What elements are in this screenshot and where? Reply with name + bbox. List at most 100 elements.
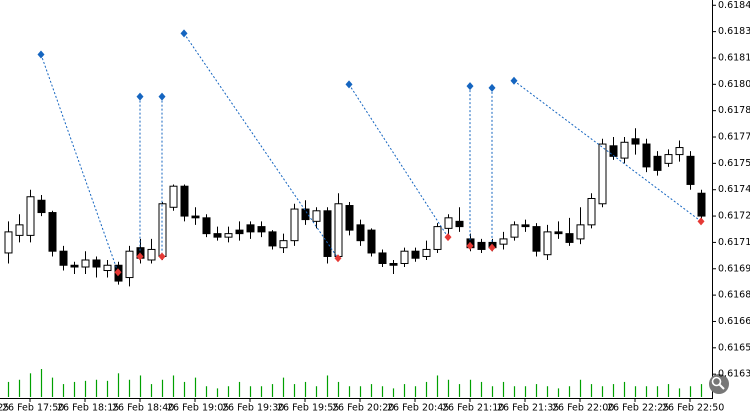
candle-body	[59, 250, 68, 266]
x-tick-label: 26 Feb 18:15	[57, 403, 119, 413]
x-tick-label: 26 Feb 18:40	[112, 403, 174, 413]
plot-area	[4, 29, 706, 397]
candle-body	[235, 229, 244, 235]
candle-body	[675, 147, 684, 156]
candle-body	[532, 226, 541, 252]
x-tick-label: 26 Feb 22:50	[662, 403, 724, 413]
candle-body	[444, 217, 453, 229]
y-tick-label: 0.61785	[718, 105, 750, 116]
y-tick-label: 0.61695	[718, 263, 750, 274]
candle-body	[257, 226, 266, 233]
trade-open	[158, 92, 166, 101]
candle-body	[301, 208, 310, 221]
candle-body	[378, 252, 387, 264]
candle-body	[631, 138, 640, 145]
trade-close	[444, 233, 452, 242]
candle-body	[180, 185, 189, 217]
candle-body	[499, 238, 508, 245]
candle-body	[576, 224, 585, 240]
y-tick-label: 0.61665	[718, 316, 750, 327]
y-tick-label: 0.61755	[718, 158, 750, 169]
trade-close	[158, 252, 166, 261]
trade-close	[334, 254, 342, 263]
trade-open	[136, 92, 144, 101]
candle-body	[664, 154, 673, 164]
candle-body	[15, 224, 24, 236]
candle-body	[268, 231, 277, 247]
candle-body	[26, 196, 35, 236]
trade-line	[40, 54, 119, 273]
x-tick-label: 26 Feb 17:50	[2, 403, 64, 413]
candle-body	[103, 264, 112, 272]
trade-open	[510, 76, 518, 85]
candle-body	[48, 212, 57, 252]
candle-body	[70, 264, 79, 268]
trade-open	[488, 83, 496, 92]
trade-open	[37, 50, 45, 59]
candle-body	[81, 259, 90, 268]
trade-close	[466, 241, 474, 250]
candle-body	[191, 215, 200, 219]
candle-body	[433, 226, 442, 250]
x-tick-label: 26 Feb 22:25	[607, 403, 669, 413]
trade-close	[488, 243, 496, 252]
candle-body	[686, 155, 695, 185]
y-tick-label: 0.61635	[718, 369, 750, 380]
candle-body	[389, 262, 398, 266]
x-tick-label: 26 Feb 21:10	[442, 403, 504, 413]
candle-body	[4, 231, 13, 254]
candle-body	[642, 143, 651, 168]
x-tick-label: 26 Feb 19:05	[167, 403, 229, 413]
candle-body	[598, 143, 607, 205]
candle-body	[246, 224, 255, 233]
x-tick-label: 26 Feb 22:00	[552, 403, 614, 413]
trade-close	[697, 217, 705, 226]
candle-body	[697, 192, 706, 217]
x-tick-label: 26 Feb 20:20	[332, 403, 394, 413]
candle-body	[609, 145, 618, 157]
candle-body	[356, 224, 365, 242]
candle-body	[554, 231, 563, 235]
zoom-icon[interactable]	[709, 374, 729, 394]
candle-body	[224, 233, 233, 238]
candle-body	[422, 248, 431, 257]
candle-body	[367, 229, 376, 254]
candle-body	[411, 250, 420, 259]
x-tick-label: 26 Feb 19:30	[222, 403, 284, 413]
candle-body	[455, 220, 464, 228]
candle-body	[510, 224, 519, 238]
x-tick-label: 26 Feb 20:45	[387, 403, 449, 413]
trade-open	[180, 29, 188, 38]
trade-line	[513, 80, 702, 222]
candle-body	[565, 233, 574, 243]
candle-body	[92, 259, 101, 268]
candle-body	[213, 233, 222, 238]
x-tick-label: 26 Feb 19:55	[277, 403, 339, 413]
trade-open	[466, 82, 474, 91]
y-tick-label: 0.61815	[718, 52, 750, 63]
candle-body	[521, 224, 530, 228]
candle-body	[587, 198, 596, 226]
y-tick-label: 0.61845	[718, 0, 750, 11]
candle-body	[345, 205, 354, 231]
candle-body	[323, 210, 332, 257]
candle-body	[290, 208, 299, 242]
candle-body	[312, 210, 321, 222]
candle-body	[543, 231, 552, 256]
trade-line	[183, 33, 339, 259]
y-tick-label: 0.61725	[718, 211, 750, 222]
candle-body	[202, 217, 211, 235]
trade-open	[345, 80, 353, 89]
candle-body	[400, 250, 409, 264]
candle-body	[125, 250, 134, 279]
candle-body	[653, 155, 662, 171]
